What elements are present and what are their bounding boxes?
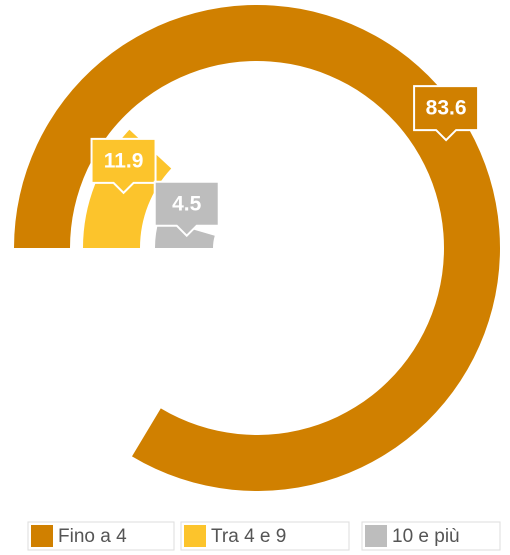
legend-item: [180, 521, 350, 551]
legend-label: Tra 4 e 9: [211, 526, 286, 547]
legend-swatch: [184, 525, 206, 547]
legend-swatch: [31, 525, 53, 547]
legend-label: 10 e più: [392, 526, 460, 547]
callout: [413, 85, 480, 142]
callout: [90, 137, 157, 195]
data-label: 11.9: [104, 149, 144, 172]
legend-swatch: [365, 525, 387, 547]
legend-label: Fino a 4: [58, 526, 127, 547]
callout: [153, 180, 220, 238]
data-label: 83.6: [426, 97, 467, 120]
data-label: 4.5: [172, 192, 202, 215]
